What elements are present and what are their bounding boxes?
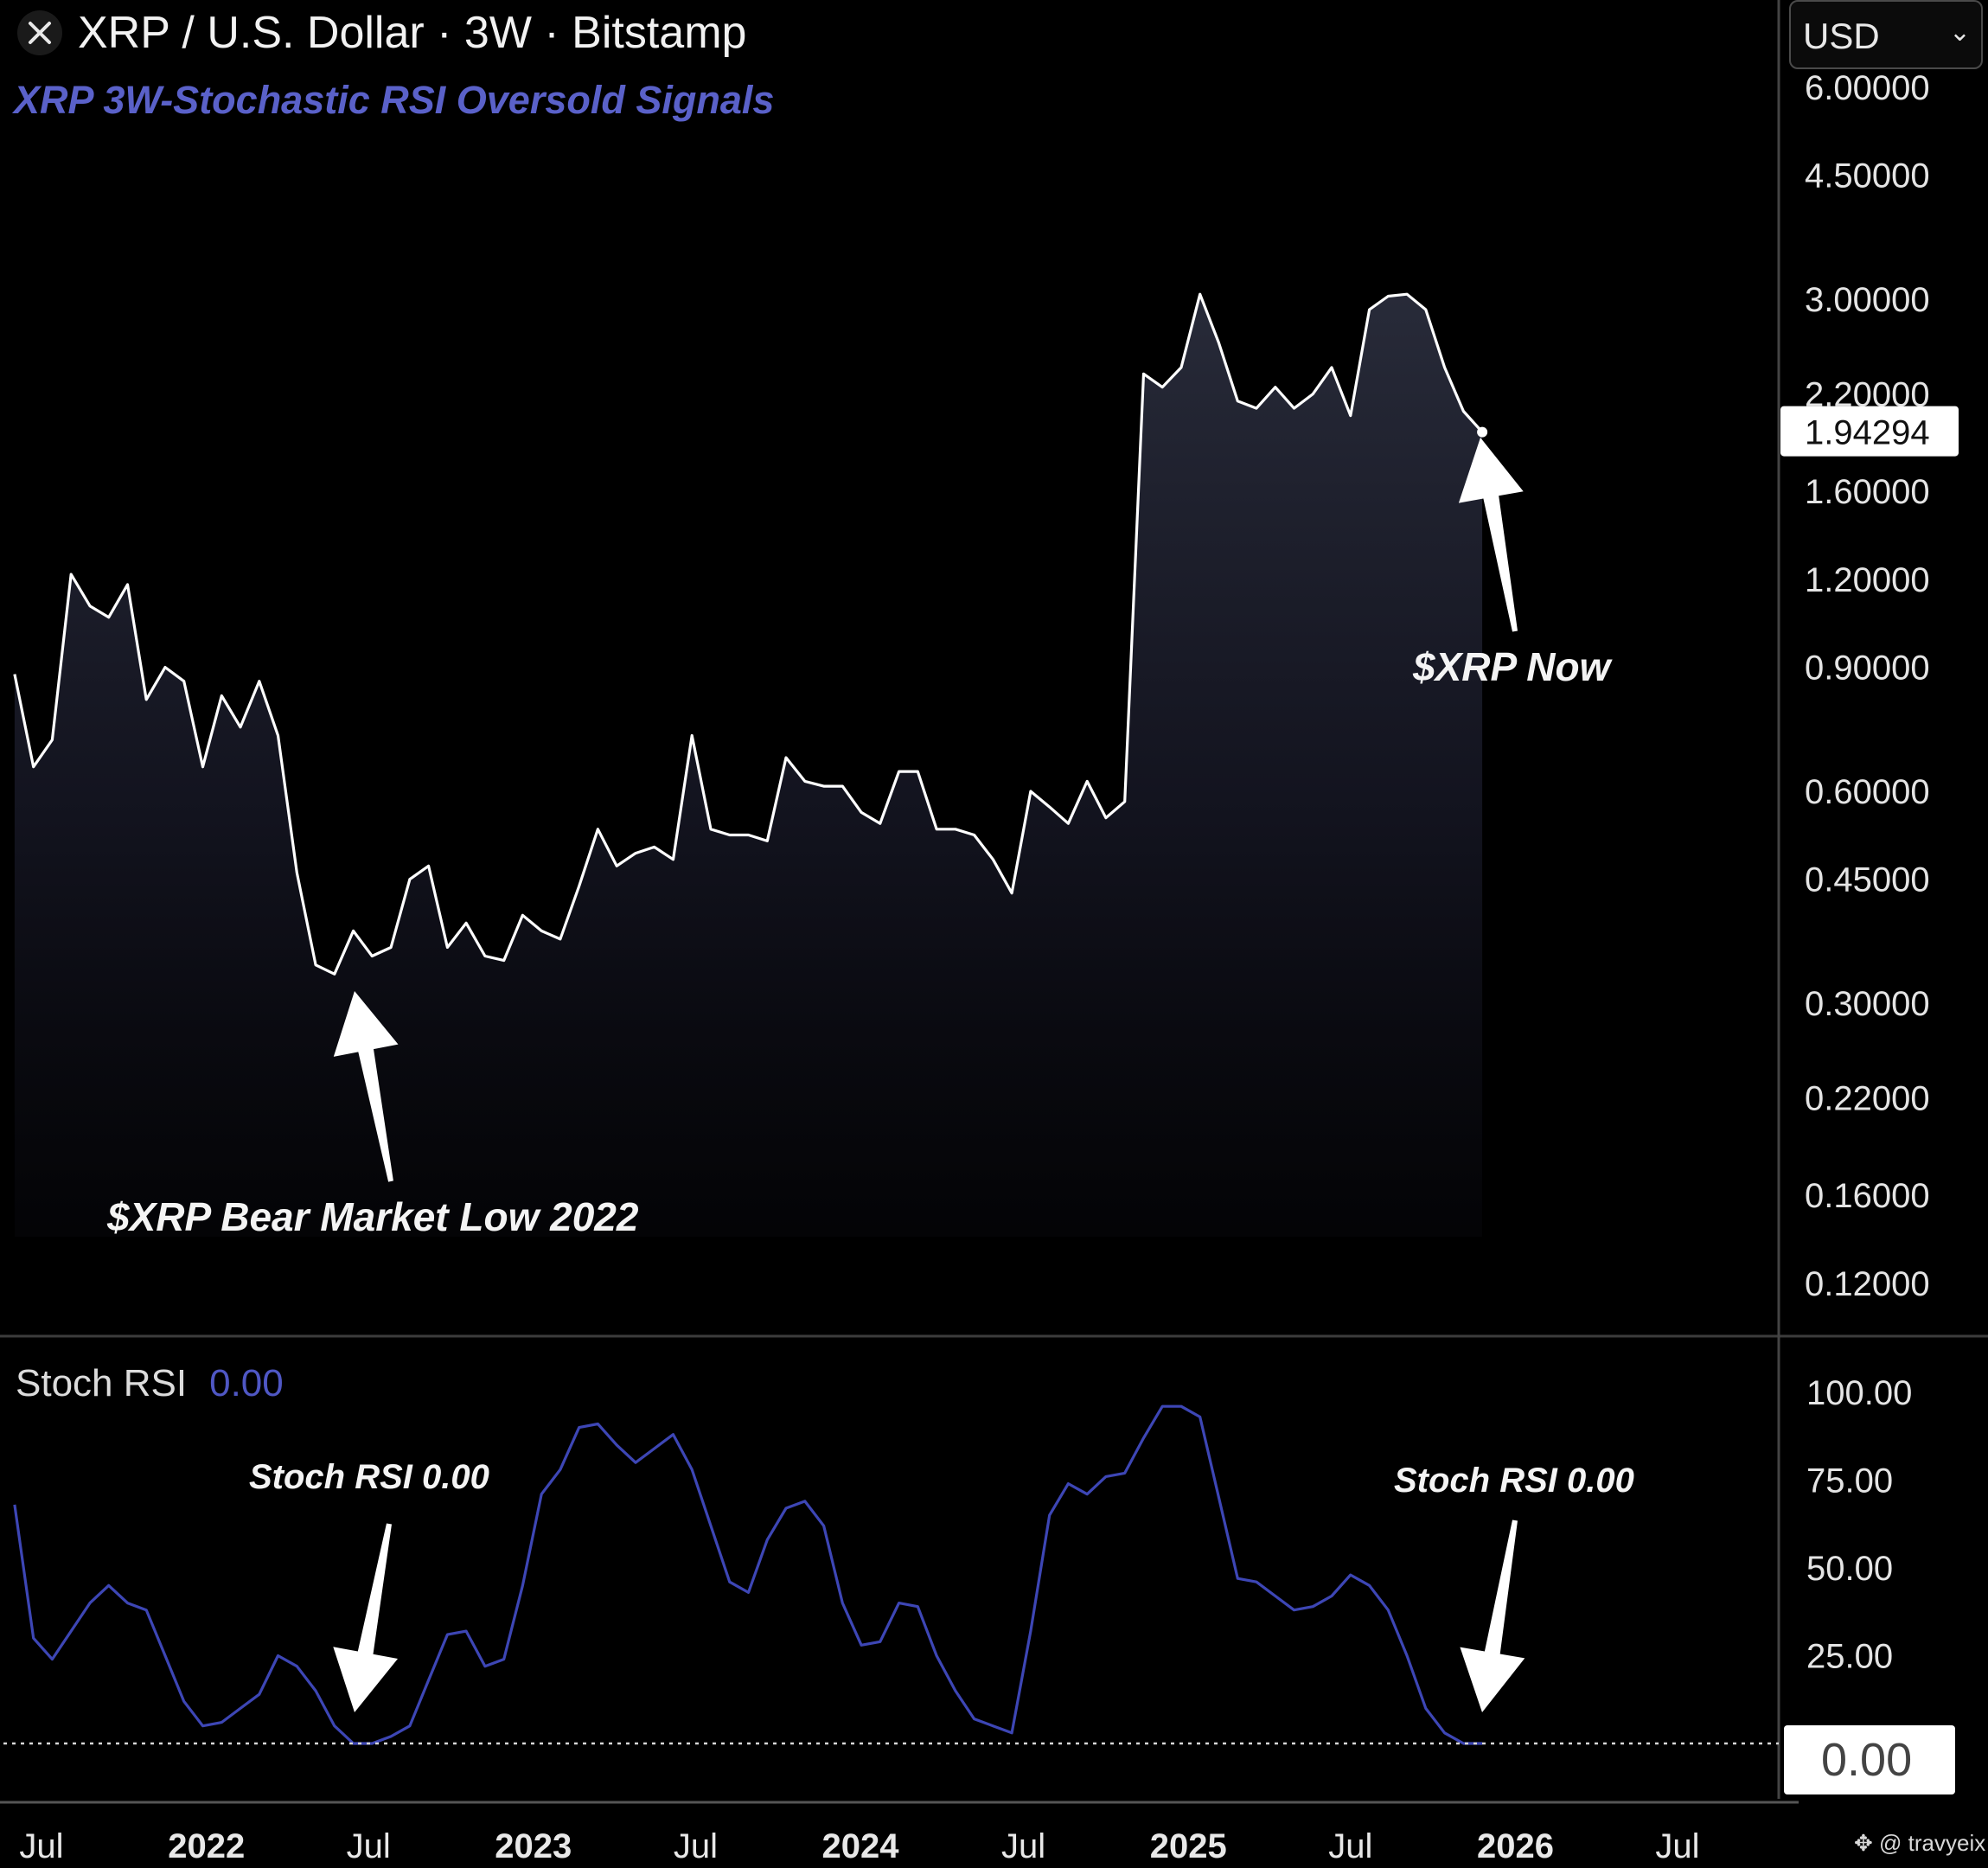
time-tick-label: Jul (1001, 1827, 1045, 1865)
price-area-fill (14, 294, 1483, 1238)
rsi-legend-label: Stoch RSI (16, 1362, 188, 1404)
chart-subtitle: XRP 3W-Stochastic RSI Oversold Signals (14, 78, 775, 122)
time-tick-label: Jul (1328, 1827, 1372, 1865)
currency-value: USD (1803, 16, 1880, 56)
rsi-tick-label: 50.00 (1806, 1550, 1893, 1588)
price-tick-label: 1.20000 (1805, 561, 1930, 599)
time-tick-label: 2026 (1477, 1827, 1554, 1865)
time-tick-label: Jul (674, 1827, 718, 1865)
price-tick-label: 1.60000 (1805, 473, 1930, 511)
price-tick-label: 0.12000 (1805, 1265, 1930, 1303)
price-line-path (13, 292, 1484, 976)
price-tick-label: 0.16000 (1805, 1177, 1930, 1215)
rsi-tick-label: 25.00 (1806, 1638, 1893, 1676)
time-tick-label: 2022 (168, 1827, 245, 1865)
watermark-text: @ travyeix (1879, 1830, 1986, 1856)
price-tick-label: 0.45000 (1805, 861, 1930, 899)
price-tick-label: 4.50000 (1805, 157, 1930, 195)
annotation-bear-low: $XRP Bear Market Low 2022 (107, 1194, 639, 1239)
time-tick-label: Jul (1655, 1827, 1699, 1865)
time-tick-label: Jul (19, 1827, 63, 1865)
rsi-value-box (1784, 1725, 1955, 1794)
rsi-legend: Stoch RSI 0.00 (16, 1362, 284, 1405)
close-icon[interactable] (16, 9, 64, 57)
last-price-dot (1477, 426, 1488, 438)
price-tick-label: 0.90000 (1805, 649, 1930, 688)
arrow-icon (1460, 1519, 1525, 1712)
logo-icon: ✥ (1854, 1830, 1873, 1856)
annotation-rsi-right: Stoch RSI 0.00 (1394, 1462, 1634, 1500)
rsi-line-path (13, 1404, 1483, 1745)
annotation-rsi-left: Stoch RSI 0.00 (249, 1458, 489, 1496)
rsi-legend-value: 0.00 (209, 1362, 284, 1404)
arrow-icon (333, 1523, 398, 1712)
time-tick-label: 2023 (495, 1827, 572, 1865)
rsi-value-label: 0.00 (1821, 1734, 1912, 1786)
price-area (14, 294, 1483, 1238)
price-tick-label: 6.00000 (1805, 69, 1930, 107)
annotation-arrows (333, 438, 1525, 1712)
currency-select[interactable]: USD ⌄ (1789, 0, 1983, 69)
time-tick-label: 2025 (1150, 1827, 1227, 1865)
price-tick-label: 0.22000 (1805, 1080, 1930, 1118)
last-price-label: 1.94294 (1805, 414, 1930, 452)
annotation-now: $XRP Now (1413, 644, 1611, 689)
price-tick-label: 3.00000 (1805, 281, 1930, 319)
time-tick-label: 2024 (822, 1827, 900, 1865)
chevron-down-icon: ⌄ (1948, 18, 1971, 47)
price-line (13, 292, 1488, 976)
watermark: ✥ @ travyeix (1854, 1830, 1985, 1857)
chart-title: XRP / U.S. Dollar · 3W · Bitstamp (78, 8, 747, 58)
arrow-icon (333, 991, 399, 1182)
price-tick-label: 0.30000 (1805, 985, 1930, 1023)
rsi-tick-label: 75.00 (1806, 1462, 1893, 1500)
stoch-rsi-line (13, 1404, 1483, 1745)
last-price-label-box (1780, 406, 1959, 457)
time-tick-label: Jul (347, 1827, 391, 1865)
rsi-tick-label: 100.00 (1806, 1374, 1912, 1412)
arrow-icon (1458, 438, 1524, 632)
price-tick-label: 0.60000 (1805, 773, 1930, 811)
